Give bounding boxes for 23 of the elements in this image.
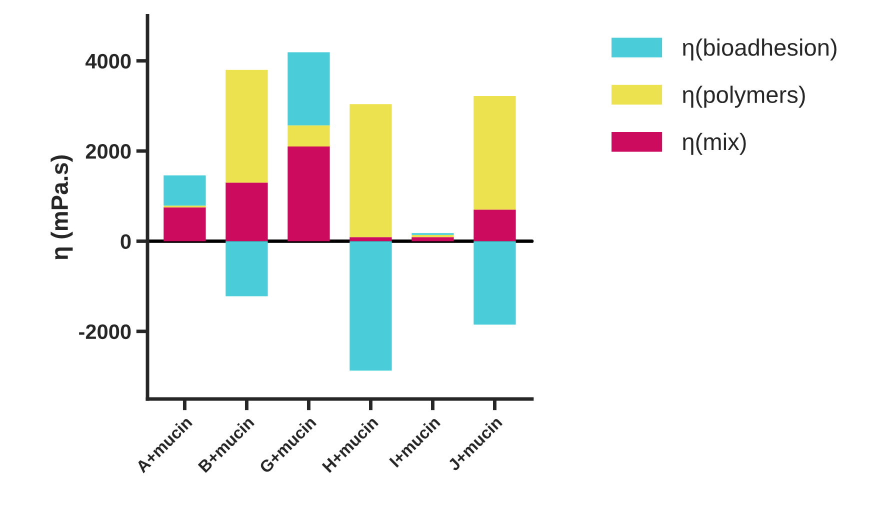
y-tick-label: -2000 — [79, 324, 131, 340]
bar — [288, 146, 330, 242]
bar — [474, 96, 516, 210]
bar — [288, 125, 330, 147]
legend-label: η(bioadhesion) — [682, 38, 836, 61]
bar — [350, 104, 392, 238]
bar — [412, 237, 454, 242]
legend-label: η(mix) — [682, 132, 746, 155]
bar — [226, 241, 268, 296]
legend-label: η(polymers) — [682, 86, 805, 108]
bar — [474, 210, 516, 242]
y-axis-title: η (mPa.s) — [50, 155, 73, 260]
bar — [164, 175, 206, 206]
bar — [226, 70, 268, 183]
bar — [350, 237, 392, 242]
bar — [474, 241, 516, 325]
y-tick-label: 0 — [120, 234, 131, 249]
y-tick-label: 4000 — [86, 54, 131, 69]
bar — [350, 241, 392, 371]
bar — [226, 182, 268, 242]
y-tick-label: 2000 — [86, 144, 131, 159]
bar — [288, 52, 330, 126]
bar — [164, 207, 206, 242]
